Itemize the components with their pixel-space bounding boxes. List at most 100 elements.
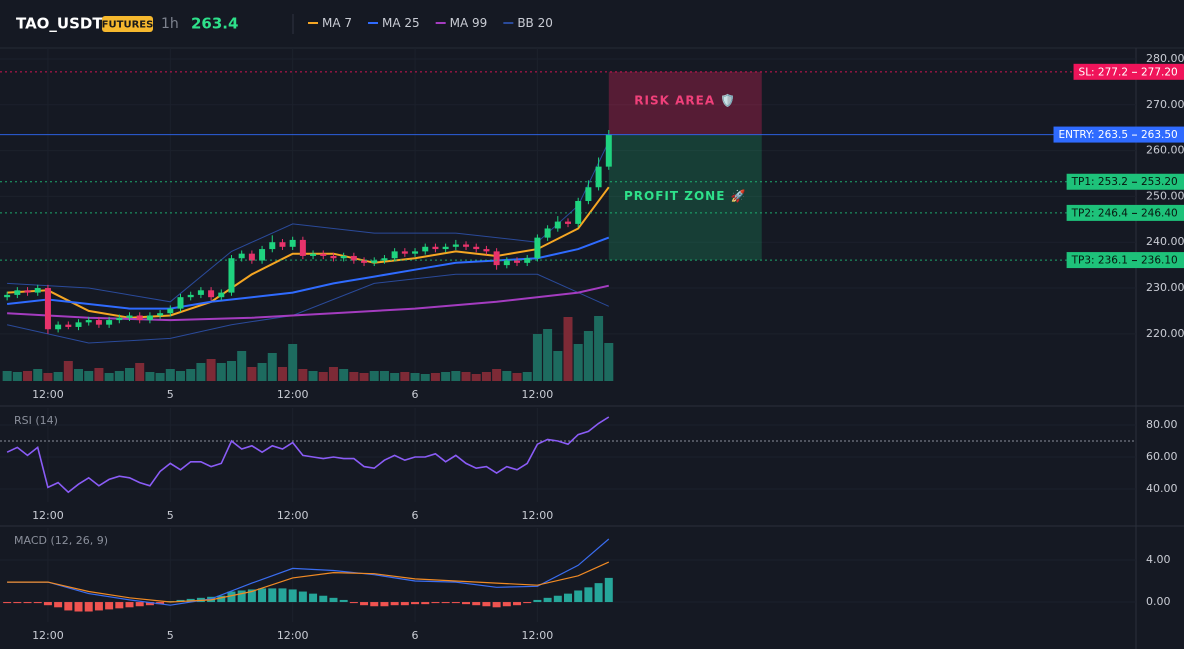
histogram-bar <box>523 602 532 604</box>
histogram-bar <box>339 599 348 603</box>
candle-body <box>177 297 184 309</box>
histogram-bar <box>288 589 297 603</box>
volume-bar <box>196 363 206 381</box>
candle-body <box>55 324 62 330</box>
candle-body <box>483 249 490 252</box>
candle-body <box>514 260 521 263</box>
moving-average <box>7 284 610 322</box>
histogram-bar <box>64 602 73 611</box>
histogram-bar <box>574 590 583 603</box>
level-label: TP2: 246.4 <box>1071 207 1129 219</box>
volume-bar <box>379 371 389 381</box>
zone-label: RISK AREA 🛡️ <box>634 94 736 108</box>
y-tick-label: 260.00 <box>1146 144 1184 157</box>
volume-bar <box>441 372 451 381</box>
volume-bar <box>430 373 440 381</box>
candle-body <box>44 288 51 330</box>
y-tick-label: 40.00 <box>1146 482 1178 495</box>
candle-body <box>595 166 602 188</box>
level-tag <box>1073 63 1184 80</box>
volume-bar <box>400 372 410 381</box>
volume-bar <box>318 372 328 381</box>
panel-title: RSI (14) <box>14 414 58 427</box>
candle-body <box>442 246 449 250</box>
candle-body <box>605 134 612 167</box>
candle-body <box>146 315 153 321</box>
histogram-bar <box>319 595 328 603</box>
y-tick-label: 280.00 <box>1146 52 1184 65</box>
volume-bar <box>165 369 175 381</box>
histogram-bar <box>258 588 267 603</box>
histogram-bar <box>105 602 114 610</box>
volume-bar <box>104 373 114 381</box>
y-tick-label: 60.00 <box>1146 450 1178 463</box>
level-value: 277.20 <box>1141 66 1178 78</box>
level-label: SL: 277.2 <box>1079 66 1128 78</box>
volume-bar <box>237 351 247 381</box>
candle-body <box>544 228 551 238</box>
histogram-bar <box>421 602 430 605</box>
candle-body <box>412 251 419 254</box>
volume-bar <box>247 367 257 381</box>
zone <box>608 134 762 261</box>
histogram-bar <box>441 602 450 604</box>
histogram-bar <box>268 588 277 603</box>
histogram-bar <box>156 602 165 605</box>
histogram-bar <box>431 602 440 604</box>
volume-bar <box>63 361 73 381</box>
volume-bar <box>492 369 502 381</box>
y-tick-label: 270.00 <box>1146 98 1184 111</box>
volume-bar <box>135 363 145 381</box>
histogram-bar <box>553 595 562 603</box>
volume-bar <box>277 367 287 381</box>
volume-bar <box>288 344 298 381</box>
histogram-bar <box>135 602 144 607</box>
histogram-bar <box>462 602 471 605</box>
volume-bar <box>328 367 338 381</box>
histogram-bar <box>584 587 593 603</box>
histogram-bar <box>451 602 460 604</box>
macd-line <box>7 561 610 603</box>
histogram-bar <box>482 602 491 607</box>
y-tick-label: 80.00 <box>1146 418 1178 431</box>
level-label: TP3: 236.1 <box>1071 255 1128 267</box>
candle-body <box>381 258 388 261</box>
histogram-bar <box>513 602 522 606</box>
x-tick-label: 5 <box>167 388 174 401</box>
volume-bar <box>216 363 226 381</box>
candle-body <box>228 258 235 293</box>
bollinger-band <box>6 273 610 344</box>
x-tick-label: 12:00 <box>32 629 64 642</box>
candle-body <box>289 239 296 247</box>
x-tick-label: 12:00 <box>522 388 554 401</box>
y-tick-label: 4.00 <box>1146 553 1171 566</box>
volume-bar <box>23 371 33 381</box>
volume-bar <box>522 372 532 381</box>
histogram-bar <box>594 583 603 603</box>
histogram-bar <box>502 602 511 607</box>
histogram-bar <box>533 599 542 603</box>
volume-bar <box>206 359 216 381</box>
candle-body <box>554 221 561 229</box>
histogram-bar <box>217 595 226 603</box>
volume-bar <box>594 316 604 381</box>
histogram-bar <box>564 593 572 603</box>
candle-body <box>116 317 123 321</box>
volume-bar <box>461 372 471 381</box>
candle-body <box>473 246 480 250</box>
candle-body <box>208 290 215 298</box>
volume-bar <box>339 369 349 381</box>
badge: FUTURES <box>102 20 154 31</box>
candle-body <box>65 324 72 327</box>
histogram-bar <box>349 602 358 604</box>
histogram-bar <box>227 591 236 603</box>
candle-body <box>401 251 408 254</box>
volume-bar <box>12 372 22 381</box>
candle-body <box>218 292 225 298</box>
volume-bar <box>84 371 94 381</box>
histogram-bar <box>390 602 399 606</box>
volume-bar <box>114 371 124 381</box>
y-tick-label: 0.00 <box>1146 595 1171 608</box>
